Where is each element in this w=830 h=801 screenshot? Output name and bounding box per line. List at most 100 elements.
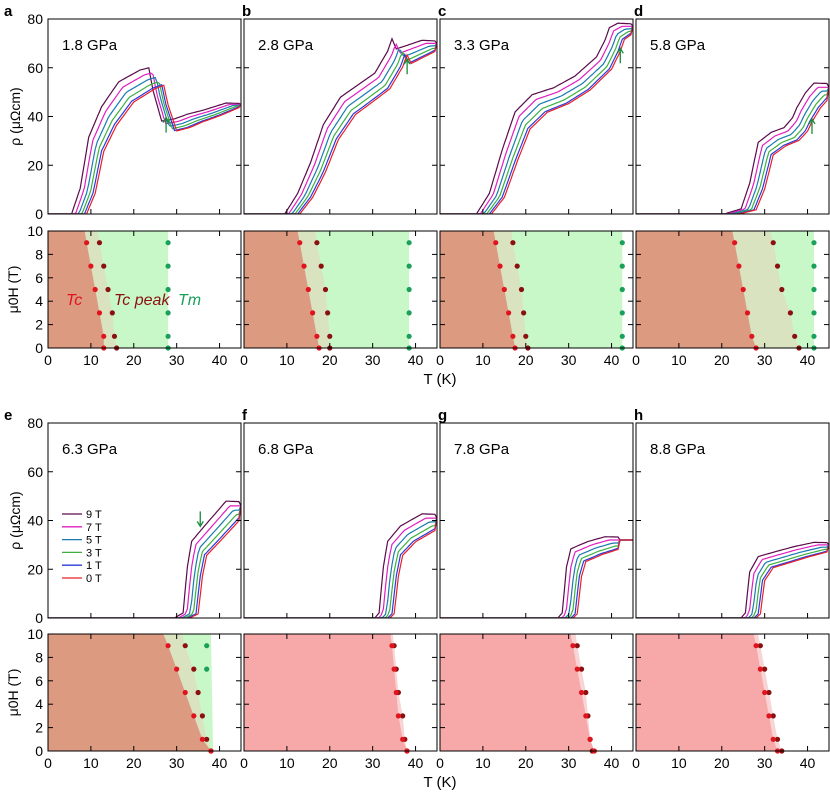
tc-peak-point	[770, 713, 776, 719]
tc-peak-point	[583, 689, 589, 696]
superconducting-region	[48, 231, 104, 348]
x-tick-label: 0	[240, 755, 248, 771]
resistivity-curve-5T	[636, 544, 829, 618]
tc-peak-point	[514, 263, 520, 269]
x-tick-label: 10	[83, 755, 99, 771]
y-tick-label: 6	[35, 673, 43, 689]
tc-peak-point	[766, 689, 772, 696]
resistivity-curve-5T	[244, 517, 437, 618]
x-tick-label: 10	[671, 755, 687, 771]
tc-point	[766, 713, 772, 719]
tc-peak-point	[574, 643, 580, 649]
x-tick-label: 0	[44, 352, 52, 368]
tc-peak-point	[199, 713, 205, 719]
tc-point	[297, 240, 303, 246]
tc-point	[770, 736, 776, 742]
tc-point	[101, 333, 107, 339]
tc-point	[583, 713, 589, 719]
bottom-plot-frame	[243, 633, 438, 752]
bottom-plot-frame	[635, 230, 830, 349]
resistivity-curve-7T	[636, 86, 829, 214]
x-tick-label: 30	[757, 755, 773, 771]
tc-point	[757, 666, 763, 672]
tc-peak-point	[101, 263, 107, 269]
panel-letter: b	[242, 3, 251, 20]
tc-point	[191, 713, 197, 719]
resistivity-curve-3T	[48, 81, 241, 214]
pressure-label: 5.8 GPa	[650, 37, 706, 54]
tc-point	[92, 286, 98, 293]
phase-diagram	[48, 231, 171, 351]
resistivity-curve-1T	[244, 43, 437, 214]
tc-point	[314, 333, 320, 339]
curves	[48, 500, 241, 618]
tm-point	[204, 666, 210, 672]
y-tick-label: 60	[27, 60, 43, 76]
tc-peak-point	[96, 240, 103, 246]
tm-arrow-head	[808, 117, 816, 125]
x-tick-label: 0	[240, 352, 248, 368]
y-tick-label: 80	[27, 415, 43, 431]
panel-h: h 8.8 GPa 0 10 20 30 40	[632, 407, 830, 771]
phase-diagram	[636, 231, 817, 351]
tc-peak-point	[327, 333, 333, 339]
tc-peak-point	[787, 310, 794, 316]
resistivity-curve-0T	[440, 26, 633, 214]
tc-peak-point	[109, 310, 115, 316]
resistivity-curve-3T	[48, 505, 241, 618]
resistivity-curve-3T	[244, 43, 437, 214]
x-tick-label: 0	[632, 755, 640, 771]
tc-point	[199, 736, 205, 742]
tc-peak-point	[318, 263, 324, 269]
phase-diagram	[48, 634, 214, 754]
tc-peak-point	[523, 333, 529, 339]
resistivity-curve-3T	[440, 26, 633, 214]
tc-peak-point	[325, 310, 331, 316]
resistivity-curve-9T	[48, 500, 241, 618]
tc-point	[96, 310, 103, 316]
tm-point	[165, 333, 171, 339]
tm-point	[406, 333, 412, 339]
tm-point	[619, 333, 625, 339]
x-tick-label: 30	[365, 352, 381, 368]
resistivity-curve-3T	[636, 544, 829, 618]
tm-point	[165, 310, 171, 316]
x-tick-label: 30	[169, 352, 185, 368]
x-tick-label: 30	[561, 755, 577, 771]
tm-point	[619, 310, 625, 316]
x-tick-label: 20	[518, 352, 534, 368]
y-tick-label: 20	[27, 157, 43, 173]
resistivity-curve-3T	[636, 87, 829, 214]
x-tick-label: 40	[408, 755, 424, 771]
tc-point	[732, 240, 738, 246]
superconducting-region	[244, 634, 407, 751]
pressure-label: 1.8 GPa	[62, 37, 118, 54]
x-tick-label: 0	[44, 755, 52, 771]
superconducting-region	[440, 634, 595, 751]
tc-point	[740, 286, 746, 293]
pressure-label: 6.3 GPa	[62, 441, 118, 458]
tc-peak-point	[762, 666, 768, 672]
tc-point	[310, 310, 316, 316]
tc-point	[574, 666, 580, 672]
x-tick-label: 40	[604, 755, 620, 771]
x-tick-label: 10	[83, 352, 99, 368]
curves	[440, 22, 633, 214]
tm-point	[811, 286, 817, 293]
tm-arrow-head	[162, 116, 170, 123]
tc-peak-point	[518, 286, 525, 293]
tc-point	[395, 713, 401, 719]
x-tick-label: 20	[518, 755, 534, 771]
panel-letter: f	[242, 407, 248, 424]
bottom-plot-frame	[243, 230, 438, 349]
resistivity-curve-0T	[636, 544, 829, 618]
resistivity-curve-7T	[48, 505, 241, 618]
tc-peak-point	[111, 333, 118, 339]
tc-peak-point	[314, 240, 320, 246]
x-tick-label: 30	[169, 755, 185, 771]
resistivity-curve-1T	[440, 539, 633, 618]
y-tick-label: 2	[35, 317, 43, 333]
x-tick-label: 0	[436, 755, 444, 771]
